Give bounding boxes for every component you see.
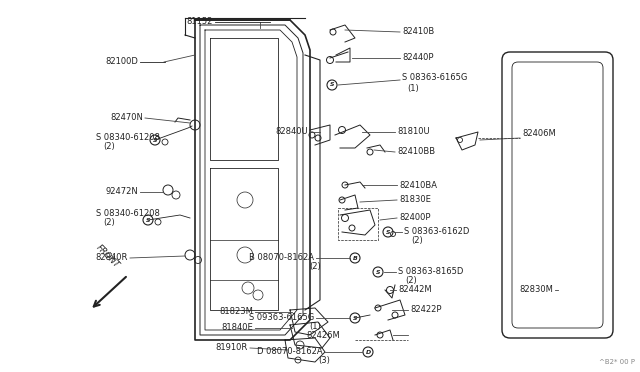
Text: FRONT: FRONT <box>95 243 122 270</box>
Text: 82400P: 82400P <box>399 214 431 222</box>
Text: 82830M: 82830M <box>519 285 553 295</box>
Text: (2): (2) <box>309 263 321 272</box>
Text: 82442M: 82442M <box>398 285 431 295</box>
Text: (1): (1) <box>407 83 419 93</box>
Text: 81830E: 81830E <box>399 196 431 205</box>
Text: B 08070-8162A: B 08070-8162A <box>249 253 314 263</box>
Text: 82422P: 82422P <box>410 305 442 314</box>
Text: 82406M: 82406M <box>522 128 556 138</box>
Text: B: B <box>353 256 357 260</box>
Text: S 09363-6165G: S 09363-6165G <box>249 314 314 323</box>
Text: 82100D: 82100D <box>105 58 138 67</box>
Text: (3): (3) <box>318 356 330 366</box>
Text: 82470N: 82470N <box>110 113 143 122</box>
Text: S: S <box>330 83 334 87</box>
Text: 82426M: 82426M <box>307 330 340 340</box>
Text: 82840R: 82840R <box>95 253 128 263</box>
Text: S: S <box>386 230 390 234</box>
Text: 82410BA: 82410BA <box>399 180 437 189</box>
Text: S: S <box>146 218 150 222</box>
Text: 81152: 81152 <box>187 17 213 26</box>
Text: 82840U: 82840U <box>275 128 308 137</box>
Text: 92472N: 92472N <box>105 187 138 196</box>
Text: 81840E: 81840E <box>221 324 253 333</box>
Text: S 08363-6165G: S 08363-6165G <box>402 74 467 83</box>
Text: D 08070-8162A: D 08070-8162A <box>257 347 323 356</box>
Text: S 08340-61208: S 08340-61208 <box>96 134 160 142</box>
Text: S 08363-8165D: S 08363-8165D <box>398 267 463 276</box>
Text: D: D <box>365 350 371 355</box>
Text: (2): (2) <box>103 218 115 227</box>
FancyBboxPatch shape <box>502 52 613 338</box>
Text: S 08363-6162D: S 08363-6162D <box>404 228 469 237</box>
Text: (1): (1) <box>309 323 321 331</box>
Text: (2): (2) <box>405 276 417 285</box>
Text: S: S <box>353 315 357 321</box>
Text: 81810U: 81810U <box>397 128 429 137</box>
Text: S 08340-61208: S 08340-61208 <box>96 208 160 218</box>
Text: 81910R: 81910R <box>216 343 248 353</box>
Text: 82410BB: 82410BB <box>397 148 435 157</box>
Text: 82410B: 82410B <box>402 28 435 36</box>
Text: 81823M: 81823M <box>219 308 253 317</box>
Text: (2): (2) <box>411 237 423 246</box>
FancyBboxPatch shape <box>512 62 603 328</box>
Text: S: S <box>376 269 380 275</box>
Text: 82440P: 82440P <box>402 54 433 62</box>
Text: ^B2* 00 P: ^B2* 00 P <box>599 359 635 365</box>
Text: (2): (2) <box>103 142 115 151</box>
Text: S: S <box>153 138 157 142</box>
